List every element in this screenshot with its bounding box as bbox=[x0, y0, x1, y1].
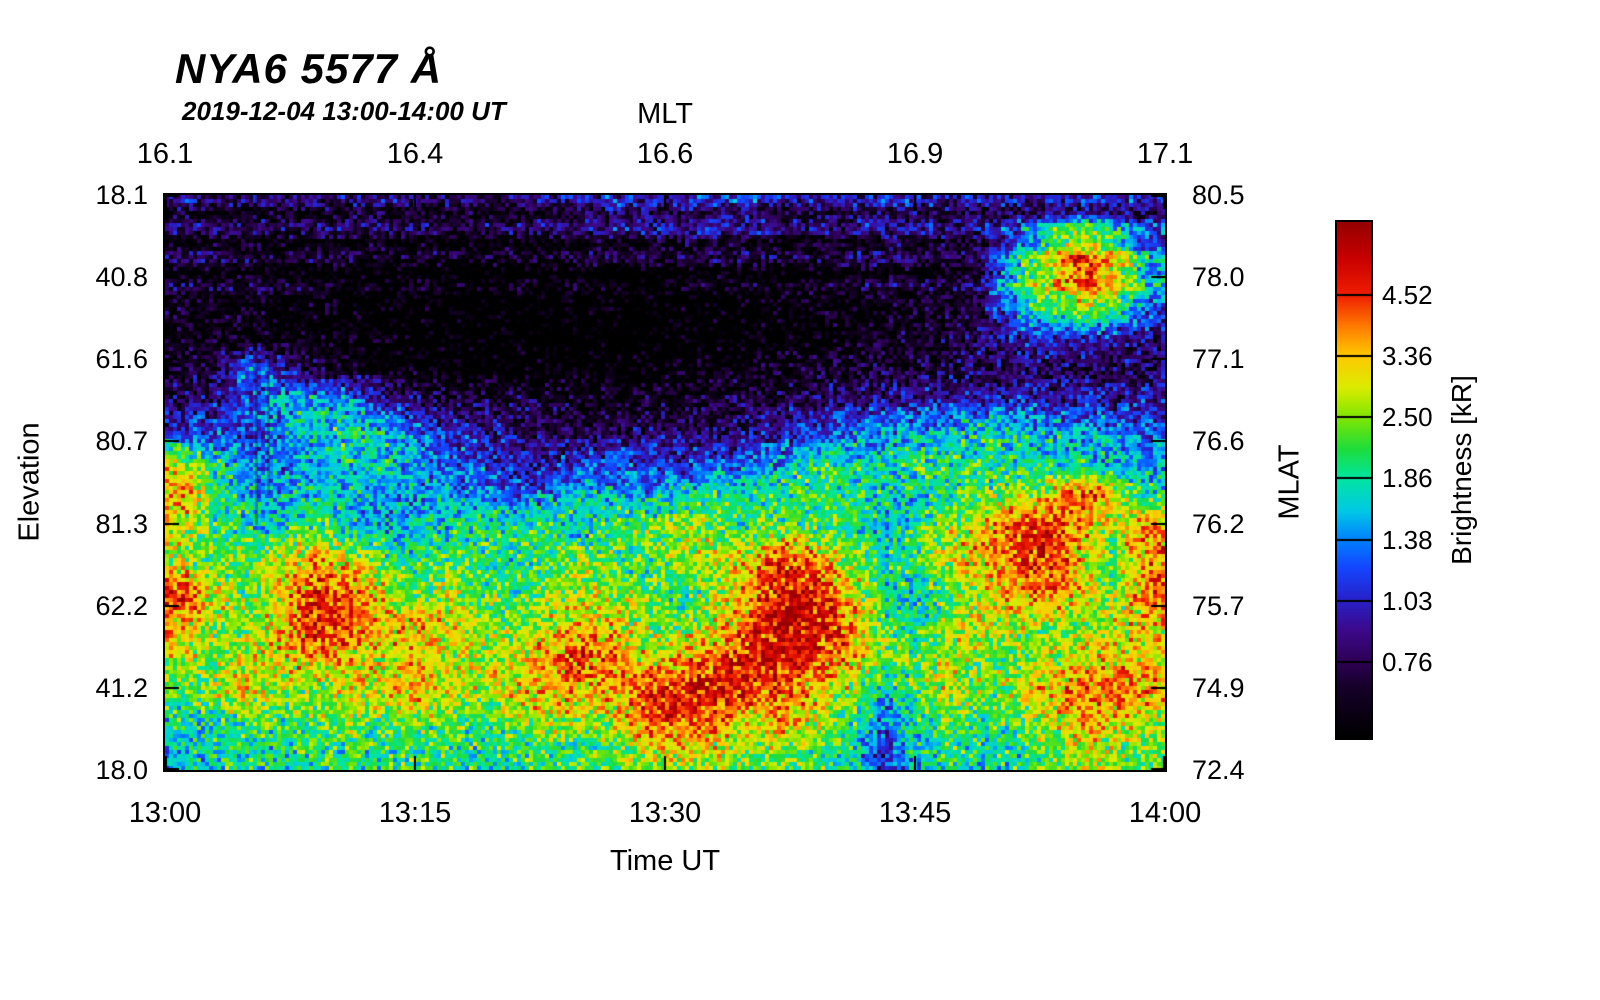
colorbar-tick-label: 3.36 bbox=[1382, 341, 1433, 371]
plot-area bbox=[163, 193, 1167, 772]
heatmap-canvas bbox=[165, 195, 1165, 770]
time-tick-label: 13:00 bbox=[128, 797, 202, 829]
colorbar bbox=[1335, 220, 1373, 740]
colorbar-tick-label: 1.38 bbox=[1382, 525, 1433, 555]
colorbar-canvas bbox=[1337, 222, 1371, 738]
top-axis-title: MLT bbox=[637, 98, 693, 130]
elevation-tick-label: 41.2 bbox=[95, 672, 148, 703]
time-tick-label: 13:30 bbox=[628, 797, 702, 829]
elevation-tick-label: 18.0 bbox=[95, 755, 148, 785]
plot-subtitle: 2019-12-04 13:00-14:00 UT bbox=[182, 96, 506, 126]
colorbar-tick-label: 4.52 bbox=[1382, 280, 1433, 310]
elevation-tick-label: 81.3 bbox=[95, 508, 148, 539]
mlat-tick-label: 72.4 bbox=[1192, 755, 1245, 785]
bottom-axis-title: Time UT bbox=[609, 845, 721, 877]
mlat-tick-label: 80.5 bbox=[1192, 180, 1245, 210]
time-tick-label: 14:00 bbox=[1128, 797, 1202, 829]
mlat-tick-label: 75.7 bbox=[1192, 590, 1245, 621]
mlt-tick-label: 16.1 bbox=[136, 138, 194, 170]
time-tick-label: 13:45 bbox=[878, 797, 952, 829]
mlat-tick-label: 74.9 bbox=[1192, 672, 1245, 703]
time-tick-label: 13:15 bbox=[378, 797, 452, 829]
right-axis-title: MLAT bbox=[1273, 444, 1306, 520]
elevation-tick-label: 40.8 bbox=[95, 262, 148, 293]
page-title: NYA6 5577 Å bbox=[175, 45, 443, 92]
mlt-tick-label: 16.4 bbox=[386, 138, 444, 170]
mlt-tick-label: 16.6 bbox=[636, 138, 694, 170]
colorbar-tick-label: 0.76 bbox=[1382, 647, 1433, 677]
elevation-tick-label: 62.2 bbox=[95, 590, 148, 621]
mlat-tick-label: 77.1 bbox=[1192, 344, 1245, 375]
colorbar-tick-label: 1.03 bbox=[1382, 586, 1433, 616]
elevation-tick-label: 61.6 bbox=[95, 344, 148, 375]
mlat-tick-label: 78.0 bbox=[1192, 262, 1245, 293]
elevation-tick-label: 18.1 bbox=[95, 180, 148, 210]
mlt-tick-label: 16.9 bbox=[886, 138, 944, 170]
mlat-tick-label: 76.2 bbox=[1192, 508, 1245, 539]
mlt-tick-label: 17.1 bbox=[1136, 138, 1194, 170]
colorbar-title: Brightness [kR] bbox=[1446, 375, 1477, 565]
mlat-tick-label: 76.6 bbox=[1192, 426, 1245, 457]
colorbar-tick-label: 1.86 bbox=[1382, 463, 1433, 493]
colorbar-tick-label: 2.50 bbox=[1382, 402, 1433, 432]
elevation-tick-label: 80.7 bbox=[95, 426, 148, 457]
